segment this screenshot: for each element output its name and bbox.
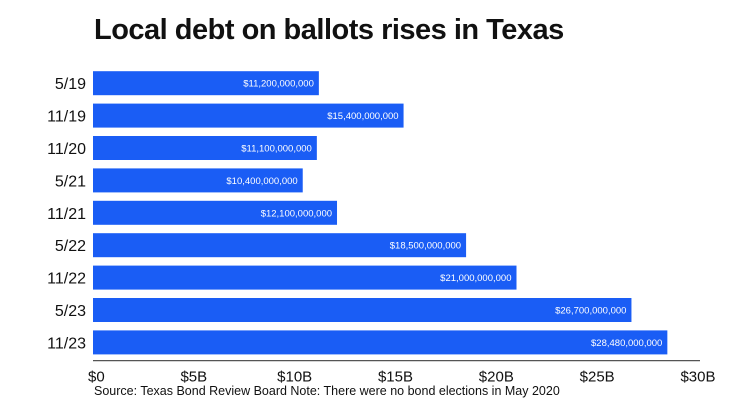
- bar-5-22: [93, 233, 467, 258]
- y-category-label: 5/19: [55, 76, 86, 93]
- x-tick-label: $15B: [378, 369, 413, 386]
- data-label: $12,100,000,000: [261, 208, 332, 219]
- x-tick-labels: $0 $5B $10B $15B $20B $25B $30B: [88, 369, 716, 386]
- y-category-label: 5/22: [55, 238, 86, 255]
- y-category-label: 5/21: [55, 173, 86, 190]
- bar-11-19: [93, 103, 404, 128]
- data-label: $18,500,000,000: [390, 241, 461, 252]
- x-tick-label: $25B: [580, 369, 615, 386]
- y-category-label: 11/22: [47, 271, 86, 288]
- data-label: $26,700,000,000: [555, 306, 626, 317]
- bar-11-23: [93, 330, 668, 355]
- x-tick-label: $10B: [277, 369, 312, 386]
- bar-11-20: [93, 136, 317, 160]
- x-tick-label: $30B: [680, 369, 715, 386]
- chart-title: Local debt on ballots rises in Texas: [94, 14, 564, 46]
- data-label: $28,480,000,000: [591, 338, 662, 349]
- y-category-label: 5/23: [55, 303, 86, 320]
- data-label: $10,400,000,000: [226, 176, 297, 187]
- data-label: $21,000,000,000: [440, 273, 511, 284]
- x-tick-label: $0: [88, 369, 105, 386]
- data-label: $15,400,000,000: [327, 111, 398, 122]
- x-tick-label: $5B: [180, 369, 207, 386]
- y-category-label: 11/21: [47, 206, 86, 223]
- bars-layer: 5/19 $11,200,000,000 11/19 $15,400,000,000 1…: [47, 71, 668, 355]
- x-tick-label: $20B: [479, 369, 514, 386]
- data-label: $11,100,000,000: [241, 144, 312, 155]
- bar-5-23: [93, 298, 632, 322]
- y-category-label: 11/20: [47, 141, 86, 158]
- bar-5-21: [93, 168, 303, 193]
- bar-5-19: [93, 71, 319, 96]
- y-category-label: 11/23: [47, 335, 86, 352]
- data-label: $11,200,000,000: [243, 79, 314, 90]
- y-category-label: 11/19: [47, 109, 86, 126]
- bar-11-22: [93, 265, 517, 290]
- bar-11-21: [93, 200, 338, 225]
- source-note: Source: Texas Bond Review Board Note: Th…: [94, 384, 560, 398]
